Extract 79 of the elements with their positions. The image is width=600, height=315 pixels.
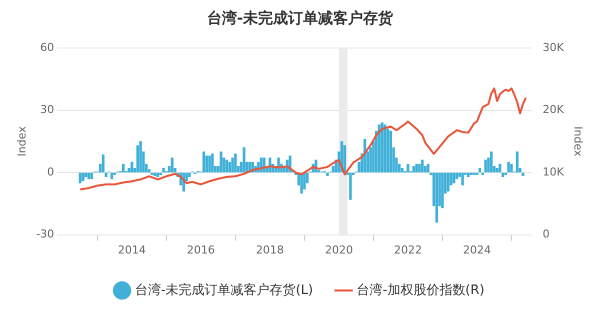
bar: [435, 172, 438, 223]
bar: [170, 158, 174, 172]
bar: [502, 172, 504, 178]
x-tick-label: 2020: [324, 243, 353, 256]
bar: [490, 151, 493, 172]
y-tick-label: -30: [36, 228, 54, 241]
bar: [484, 160, 487, 172]
bar: [90, 172, 93, 180]
x-tick-label: 2014: [118, 243, 146, 256]
bar: [456, 172, 458, 180]
bar: [400, 168, 404, 172]
bar: [156, 172, 160, 178]
bar: [211, 154, 214, 172]
bar: [102, 154, 104, 172]
bar: [225, 160, 228, 172]
bar: [110, 172, 114, 180]
bar: [380, 122, 384, 172]
bar: [162, 168, 165, 172]
bar: [386, 128, 390, 172]
bar: [205, 156, 208, 172]
y-tick-label: 0: [47, 165, 54, 178]
bar: [242, 147, 246, 172]
bar: [406, 164, 410, 172]
bar: [343, 145, 346, 172]
y2-tick-label: 0: [542, 228, 550, 241]
bar: [136, 145, 140, 172]
bar: [104, 172, 108, 178]
bar: [220, 151, 222, 172]
y-tick-label: 60: [40, 40, 54, 54]
bar: [522, 172, 524, 176]
bar: [415, 164, 418, 172]
bar: [231, 158, 234, 172]
bar: [87, 172, 90, 180]
bar: [303, 172, 306, 190]
legend-label: 台湾-未完成订单减客户存货(L): [135, 282, 314, 298]
bar: [412, 166, 416, 172]
legend-label: 台湾-加权股价指数(R): [356, 282, 484, 298]
y2-tick-label: 20K: [542, 103, 565, 116]
bar: [154, 172, 156, 176]
bar: [208, 156, 211, 172]
bar: [389, 130, 392, 172]
bar: [496, 168, 498, 172]
bar: [478, 168, 482, 172]
bar: [300, 172, 303, 194]
bar: [78, 172, 82, 184]
bar: [326, 172, 329, 176]
bar: [384, 124, 386, 172]
bar: [84, 172, 88, 178]
bar: [461, 172, 464, 186]
x-tick-label: 2022: [394, 243, 422, 256]
x-tick-label: 2024: [462, 243, 491, 256]
bar: [498, 164, 502, 172]
bar: [234, 154, 237, 172]
bar: [188, 172, 191, 178]
chart-title: 台湾-未完成订单减客户存货: [206, 8, 394, 27]
bar: [467, 172, 470, 178]
bar: [130, 162, 134, 172]
bar: [446, 172, 450, 192]
y2-tick-label: 10K: [542, 165, 565, 178]
bar: [349, 172, 352, 200]
bar: [418, 164, 421, 172]
bar: [421, 160, 424, 172]
bar: [510, 164, 513, 172]
bar: [139, 141, 142, 172]
bar: [426, 164, 430, 172]
x-tick-label: 2016: [186, 243, 215, 256]
y-axis-title: Index: [15, 126, 28, 157]
bar: [202, 151, 206, 172]
y-tick-label: 30: [40, 103, 54, 116]
bar: [516, 151, 519, 172]
x-tick-label: 2018: [256, 243, 284, 256]
bar: [507, 162, 510, 172]
bar: [441, 172, 444, 208]
bar: [122, 164, 125, 172]
bar: [452, 172, 456, 184]
y2-tick-label: 30K: [542, 40, 565, 54]
bar: [82, 172, 84, 182]
y2-axis-title: Index: [572, 126, 585, 158]
bar: [228, 162, 232, 172]
